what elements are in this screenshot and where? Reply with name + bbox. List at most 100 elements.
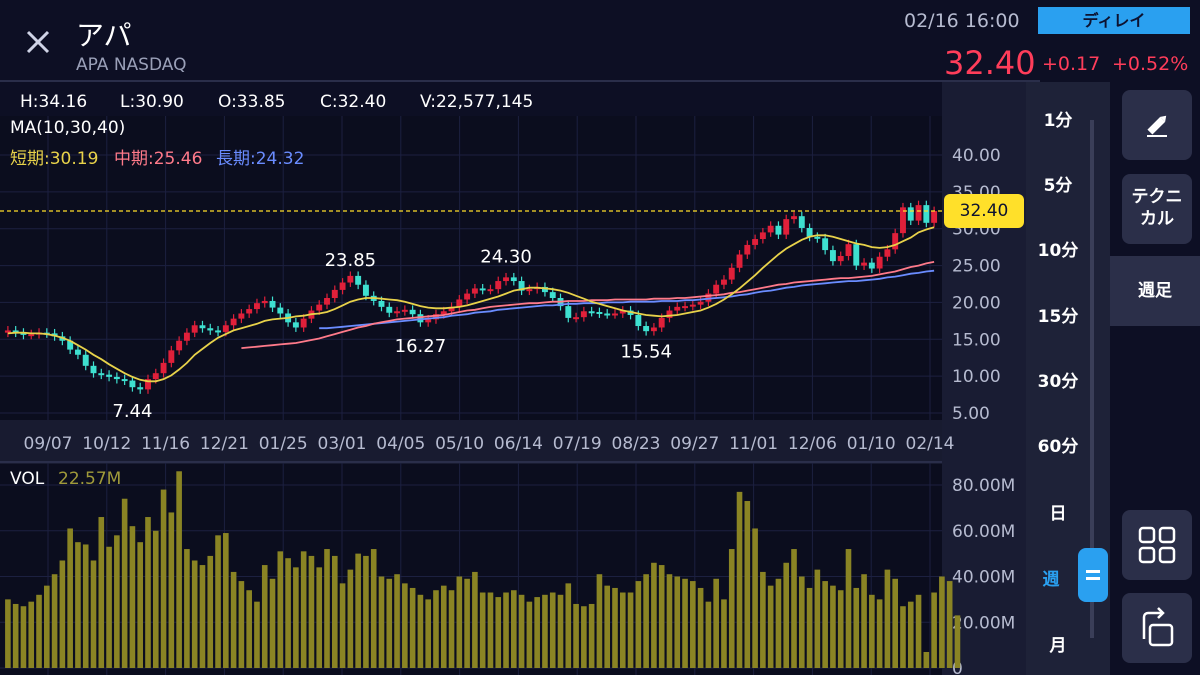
volume-bar — [254, 601, 260, 668]
timeframe-daily[interactable]: 日 — [1049, 504, 1067, 524]
volume-bar — [324, 549, 330, 668]
volume-bar — [160, 489, 167, 668]
candle-body — [448, 306, 455, 312]
candle-body — [378, 300, 385, 307]
price-chart[interactable]: 40.0035.0030.0025.0020.0015.0010.005.000… — [0, 82, 1026, 675]
volume-bar — [604, 585, 611, 668]
candle-body — [900, 207, 906, 234]
candle-body — [152, 373, 159, 380]
volume-bar — [121, 498, 128, 668]
layout-button[interactable] — [1122, 510, 1192, 580]
volume-tick-label: 80.00M — [952, 476, 1015, 496]
volume-bar — [308, 555, 315, 668]
timeframe-weekly[interactable]: 週 — [1042, 570, 1060, 590]
axis-background — [942, 82, 1026, 675]
volume-bar — [331, 555, 338, 668]
candle-body — [471, 288, 478, 294]
candle-body — [269, 300, 276, 308]
candle-body — [682, 306, 688, 309]
extreme-price-annotation: 7.44 — [112, 401, 152, 422]
candle-body — [783, 219, 790, 235]
volume-bar — [946, 581, 953, 668]
price-tick-label: 15.00 — [952, 330, 1001, 350]
weekly-chart-button[interactable]: 週足 — [1110, 256, 1200, 326]
date-tick-label: 09/07 — [24, 434, 73, 454]
volume-bar — [448, 590, 455, 668]
ma-long-value: 長期:24.32 — [216, 149, 305, 169]
volume-bar — [830, 585, 836, 668]
candle-body — [541, 286, 548, 293]
date-tick-label: 03/01 — [318, 434, 367, 454]
candle-body — [549, 292, 556, 299]
timeframe-slider-track — [1090, 120, 1094, 638]
delay-badge: ディレイ — [1038, 7, 1190, 34]
volume-bar — [246, 590, 252, 668]
volume-bar — [440, 585, 447, 668]
candle-body — [526, 289, 533, 292]
candle-body — [658, 317, 665, 328]
volume-bar — [28, 601, 35, 668]
price-tick-label: 5.00 — [952, 404, 990, 424]
timeframe-60min[interactable]: 60分 — [1037, 437, 1079, 457]
close-button[interactable] — [22, 26, 54, 58]
volume-bar — [215, 535, 221, 668]
volume-bar — [370, 549, 377, 668]
volume-bar — [75, 542, 81, 668]
volume-bar — [915, 594, 922, 668]
timeframe-15min[interactable]: 15分 — [1037, 307, 1079, 327]
timeframe-30min[interactable]: 30分 — [1037, 372, 1079, 392]
stock-name: アパ — [76, 19, 132, 52]
timeframe-slider-handle[interactable] — [1078, 548, 1108, 602]
volume-bar — [682, 578, 688, 668]
volume-bar — [394, 574, 400, 668]
candle-body — [495, 281, 502, 290]
ma-short-line — [7, 226, 935, 383]
volume-bar — [939, 576, 945, 668]
candle-body — [806, 227, 813, 237]
candle-body — [752, 239, 759, 245]
candle-body — [612, 313, 618, 316]
candle-body — [20, 332, 27, 335]
volume-bar — [285, 558, 291, 668]
candle-body — [28, 334, 35, 337]
timeframe-monthly[interactable]: 月 — [1049, 636, 1067, 656]
volume-bar — [651, 562, 657, 668]
candle-body — [565, 306, 572, 318]
ma-title: MA(10,30,40) — [10, 118, 126, 138]
volume-bar — [456, 576, 463, 668]
volume-bar — [892, 578, 898, 668]
candle-body — [915, 205, 922, 221]
volume-bar — [316, 567, 323, 668]
volume-bar — [822, 581, 828, 668]
current-price-label: 32.40 — [944, 194, 1024, 229]
candle-body — [324, 298, 330, 305]
candle-body — [604, 313, 611, 316]
extreme-price-annotation: 24.30 — [480, 247, 532, 268]
timeframe-10min[interactable]: 10分 — [1037, 241, 1079, 261]
volume-bar — [129, 526, 136, 668]
volume-bar — [884, 569, 891, 668]
candle-body — [137, 387, 144, 390]
draw-button[interactable] — [1122, 90, 1192, 160]
volume-bar — [581, 606, 587, 668]
candle-body — [433, 314, 439, 320]
volume-bar — [230, 571, 237, 668]
date-tick-label: 09/27 — [670, 434, 719, 454]
rotate-button[interactable] — [1122, 593, 1192, 663]
candle-body — [845, 244, 852, 256]
volume-bar — [760, 571, 766, 668]
volume-bar — [277, 551, 284, 668]
candle-body — [814, 236, 821, 239]
candle-body — [82, 354, 89, 366]
candle-body — [674, 306, 681, 311]
candle-body — [721, 279, 727, 285]
price-tick-label: 10.00 — [952, 367, 1001, 387]
candle-body — [261, 300, 268, 304]
technical-button[interactable]: テクニ カル — [1122, 174, 1192, 244]
timeframe-5min[interactable]: 5分 — [1043, 176, 1073, 196]
timeframe-1min[interactable]: 1分 — [1043, 111, 1073, 131]
candle-body — [876, 256, 883, 269]
ohlc-high: H:34.16 — [20, 92, 88, 112]
volume-bar — [59, 560, 66, 668]
volume-bar — [518, 594, 525, 668]
